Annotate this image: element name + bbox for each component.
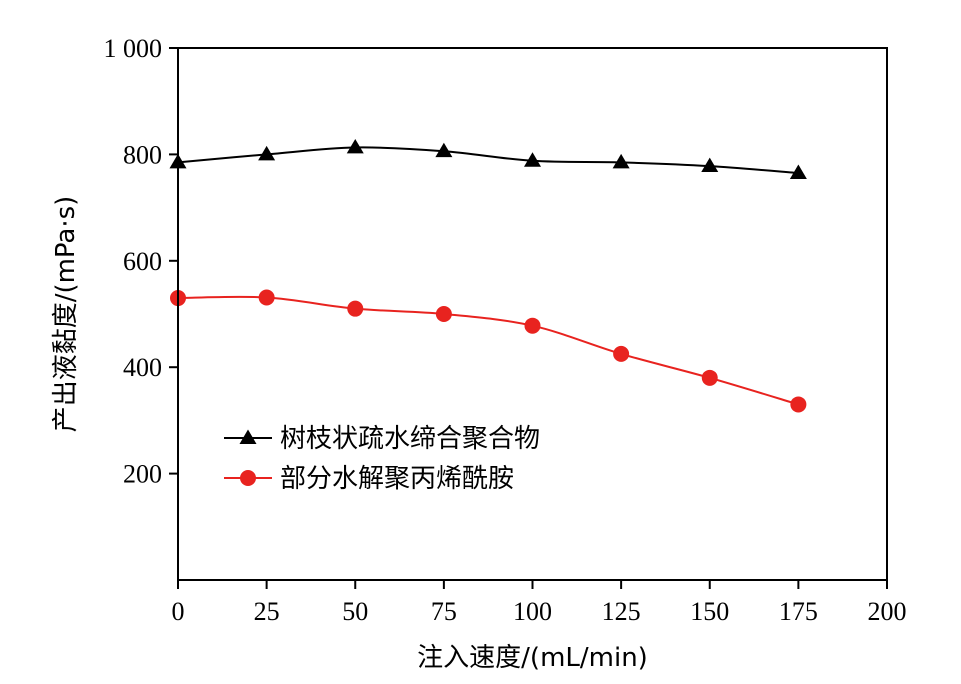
- data-point: [789, 164, 807, 179]
- y-tick-label: 800: [123, 140, 162, 169]
- data-point: [435, 142, 453, 158]
- legend-label: 树枝状疏水缔合聚合物: [280, 424, 540, 454]
- series-line: [177, 146, 799, 175]
- x-tick-label: 25: [254, 597, 280, 626]
- x-tick-label: 0: [172, 597, 185, 626]
- data-point: [701, 369, 718, 386]
- series-2: [170, 289, 807, 413]
- series-1: [169, 138, 807, 179]
- data-point: [790, 396, 807, 413]
- data-point: [524, 317, 541, 334]
- data-point: [258, 289, 275, 306]
- legend-marker: [240, 470, 256, 486]
- data-point: [612, 153, 630, 169]
- x-tick-label: 75: [431, 597, 457, 626]
- x-axis-title: 注入速度/(mL/min): [417, 643, 648, 673]
- x-tick-label: 100: [513, 597, 552, 626]
- data-point: [701, 157, 719, 173]
- legend-label: 部分水解聚丙烯酰胺: [280, 464, 514, 494]
- legend-item-2: 部分水解聚丙烯酰胺: [224, 464, 514, 494]
- x-tick-label: 200: [868, 597, 907, 626]
- data-point: [435, 306, 452, 322]
- data-point: [258, 145, 276, 161]
- y-tick-label: 600: [123, 247, 162, 276]
- data-point: [346, 138, 364, 154]
- x-tick-label: 125: [602, 597, 641, 626]
- y-tick-label: 200: [123, 460, 162, 489]
- legend-item-1: 树枝状疏水缔合聚合物: [224, 424, 540, 454]
- y-tick-label: 1 000: [104, 34, 163, 63]
- data-point: [524, 152, 541, 167]
- series-line: [177, 295, 799, 406]
- axes: 0 25 50 75 100 125 150 175 200 200 400 600 800 1 000 注…: [51, 34, 907, 673]
- data-point: [347, 300, 364, 317]
- x-tick-label: 175: [779, 597, 818, 626]
- x-tick-label: 150: [690, 597, 729, 626]
- x-tick-label: 50: [342, 597, 368, 626]
- plot-frame: [177, 47, 888, 581]
- y-axis-title: 产出液黏度/(mPa·s): [51, 196, 81, 433]
- data-point: [613, 345, 630, 362]
- legend-marker: [239, 429, 257, 444]
- plot-area: [169, 138, 807, 413]
- y-tick-label: 400: [123, 353, 162, 382]
